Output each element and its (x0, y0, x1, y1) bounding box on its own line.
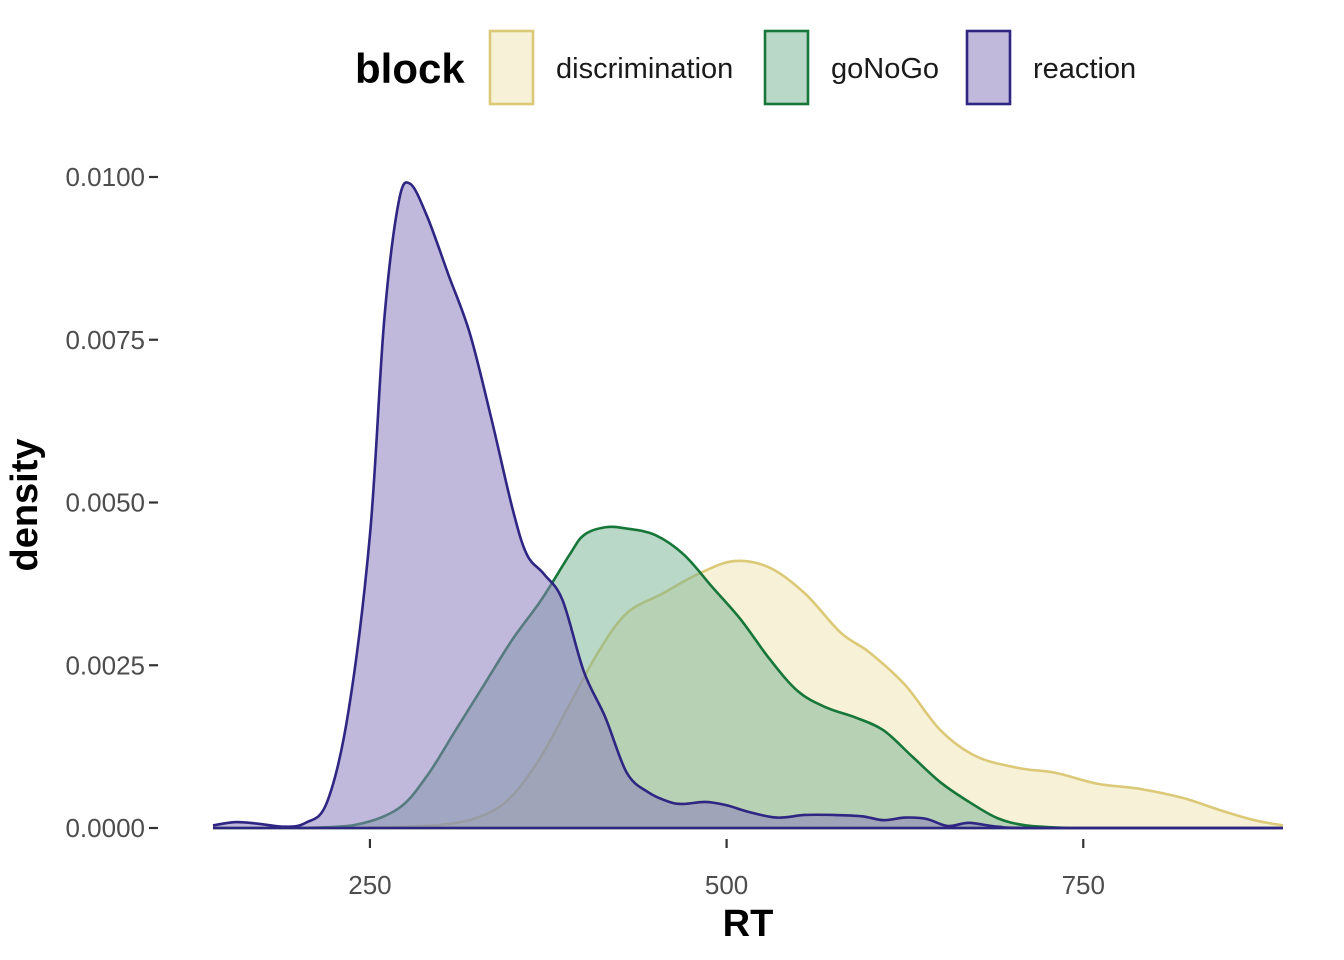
legend-label-discrimination: discrimination (556, 53, 733, 85)
legend-label-reaction: reaction (1033, 53, 1136, 85)
x-axis-title: RT (723, 903, 774, 945)
legend-key-discrimination (488, 29, 535, 106)
legend-title: block (355, 45, 465, 92)
density-area-reaction (213, 182, 1283, 828)
density-areas (212, 181, 1284, 830)
legend-item-reaction: reaction (965, 29, 1136, 106)
x-tick-label: 500 (705, 870, 748, 900)
y-axis: 0.0000 0.0025 0.0050 0.0075 0.0100 (65, 162, 158, 843)
y-tick-label: 0.0025 (65, 650, 145, 680)
x-tick-label: 250 (348, 870, 391, 900)
legend-key-reaction (965, 29, 1012, 106)
y-tick-label: 0.0050 (65, 488, 145, 518)
legend-key-gonogo (763, 29, 810, 106)
legend: block discrimination goNoGo reaction (355, 29, 1136, 106)
legend-item-discrimination: discrimination (488, 29, 733, 106)
density-line-reaction (212, 181, 1283, 830)
y-tick-label: 0.0075 (65, 325, 145, 355)
x-axis: 250 500 750 (348, 839, 1105, 900)
x-tick-label: 750 (1062, 870, 1105, 900)
y-tick-label: 0.0000 (65, 813, 145, 843)
legend-item-gonogo: goNoGo (763, 29, 939, 106)
y-axis-title: density (4, 438, 46, 571)
legend-label-gonogo: goNoGo (831, 53, 939, 85)
y-tick-label: 0.0100 (65, 162, 145, 192)
